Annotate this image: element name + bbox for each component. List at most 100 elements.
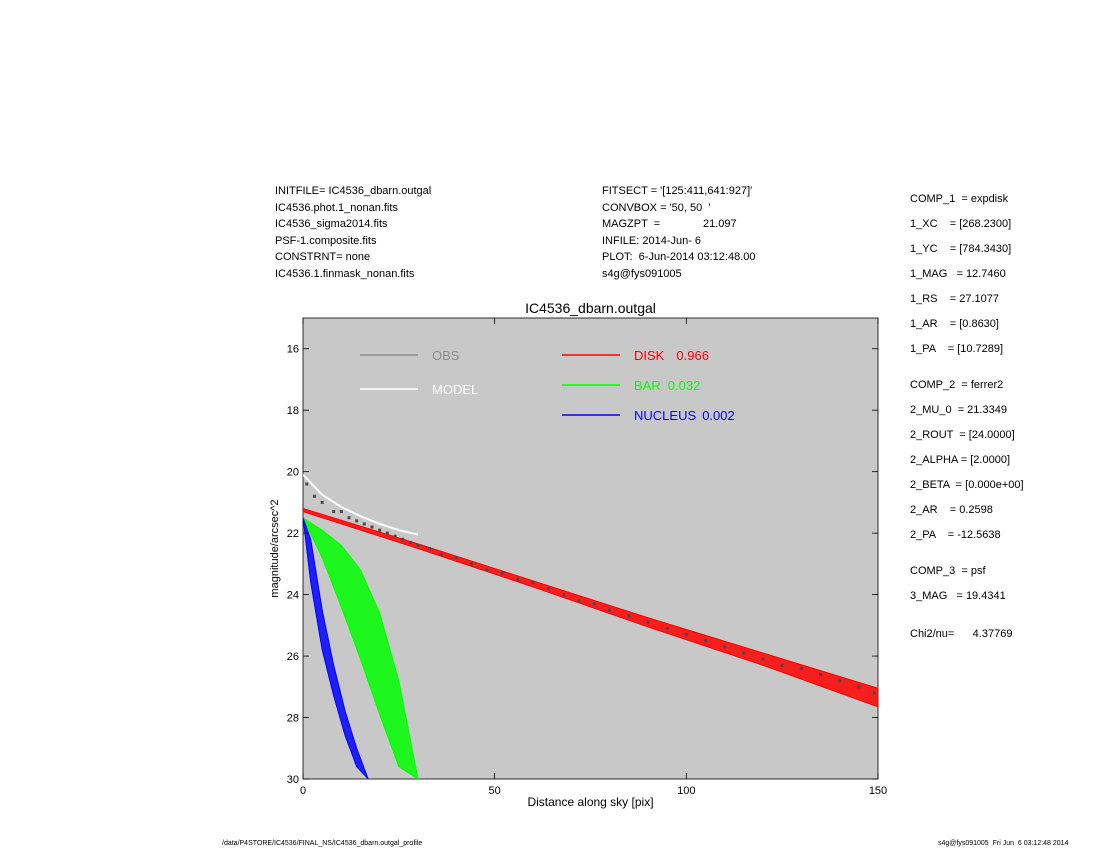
y-tick-label: 24 [287,590,299,602]
header-line: IC4536_sigma2014.fits [275,218,388,230]
obs-point [408,540,412,544]
legend-label-disk: DISK [634,348,665,363]
y-tick-label: 30 [287,774,299,786]
y-tick-label: 22 [287,528,299,540]
legend-label-model: MODEL [432,382,478,397]
y-tick-label: 28 [287,713,299,725]
param-line: 2_MU_0 = 21.3349 [910,404,1007,416]
obs-point [857,685,861,689]
obs-point [500,571,504,575]
x-tick-label: 50 [489,785,501,797]
header-line: s4g@fys091005 [602,267,682,280]
obs-point [742,651,746,655]
param-line: 2_PA = -12.5638 [910,529,1001,541]
header-mid-block: FITSECT = '[125:411,641:927]' CONVBOX = '… [602,183,756,282]
param-line: 2_ROUT = [24.0000] [910,429,1015,441]
header-line: INITFILE= IC4536_dbarn.outgal [275,185,432,197]
legend-value-nucleus: 0.002 [702,408,735,423]
obs-point [416,543,420,547]
series-bar-band [303,517,419,779]
obs-point [761,657,765,661]
obs-point [470,562,474,566]
obs-point [401,537,405,541]
y-tick-label: 26 [287,651,299,663]
header-line: IC4536.phot.1_nonan.fits [275,201,398,214]
param-line: 2_ALPHA = [2.0000] [910,454,1010,466]
obs-point [704,639,707,643]
obs-point [646,620,650,624]
obs-point [516,577,520,581]
y-tick-label: 16 [287,344,299,356]
legend-value-bar: 0.032 [668,378,701,393]
header-line: PLOT: 6-Jun-2014 03:12:48.00 [602,251,756,263]
obs-point [665,626,669,630]
legend-value-disk: 0.966 [676,348,709,363]
param-line: 2_BETA = [0.000e+00] [910,479,1024,491]
obs-point [592,602,596,606]
header-line: CONSTRNT= none [275,251,371,263]
y-tick-label: 18 [287,405,299,417]
header-line: FITSECT = '[125:411,641:927]' [602,185,753,197]
param-line: COMP_1 = expdisk [910,193,1009,205]
param-line: 1_PA = [10.7289] [910,343,1004,355]
obs-point [428,547,431,550]
obs-point [305,482,309,486]
obs-point [355,519,359,523]
header-line: MAGZPT = 21.097 [602,218,737,230]
obs-point [485,568,489,572]
param-line: 1_MAG = 12.7460 [910,268,1006,280]
obs-point [780,663,784,667]
obs-point [546,587,550,590]
chart-title: IC4536_dbarn.outgal [525,300,656,316]
obs-point [385,531,389,535]
obs-point [370,525,374,529]
obs-point [627,614,631,618]
footer-path: /data/P4STORE/IC4536/FINAL_NS/IC4536_dba… [222,840,423,847]
header-line: PSF-1.composite.fits [275,234,377,247]
legend-label-bar: BAR [634,378,661,393]
obs-point [608,608,612,612]
header-line: IC4536.1.finmask_nonan.fits [275,267,415,280]
obs-point [531,580,535,584]
param-line: Chi2/nu= 4.37769 [910,628,1013,640]
obs-point [684,633,688,637]
obs-point [339,510,343,514]
header-line: CONVBOX = '50, 50 ' [602,201,711,214]
param-line: 3_MAG = 19.4341 [910,590,1006,602]
y-tick-label: 20 [287,467,299,479]
y-axis-label: magnitude/arcsec^2 [269,499,281,597]
obs-point [378,528,382,532]
obs-point [313,494,316,498]
obs-point [362,522,366,526]
obs-point [562,593,566,597]
obs-point [347,516,351,520]
legend-label-obs: OBS [432,348,460,363]
param-line: 1_RS = 27.1077 [910,293,999,305]
obs-point [872,691,876,695]
x-tick-label: 150 [869,785,887,797]
obs-point [577,599,581,603]
param-line: 1_AR = [0.8630] [910,318,999,330]
header-left-block: INITFILE= IC4536_dbarn.outgal IC4536.phot… [275,183,431,282]
footer-stamp: s4g@fys091005 Fri Jun 6 03:12:48 2014 [938,840,1069,847]
obs-point [819,673,822,676]
obs-point [332,510,336,514]
param-line: COMP_2 = ferrer2 [910,379,1004,391]
obs-point [439,553,443,557]
obs-point [799,666,803,670]
series-model-line [303,474,419,536]
header-line: INFILE: 2014-Jun- 6 [602,234,702,247]
param-line: 1_YC = [784.3430] [910,243,1012,255]
obs-point [723,645,727,649]
legend-label-nucleus: NUCLEUS [634,408,696,423]
obs-point [454,556,458,560]
obs-point [838,679,842,683]
obs-point [320,500,324,504]
param-line: 1_XC = [268.2300] [910,218,1012,230]
param-line: 2_AR = 0.2598 [910,504,993,516]
x-axis-label: Distance along sky [pix] [527,795,653,809]
series-nucleus-band [303,517,369,779]
x-tick-label: 100 [677,785,695,797]
param-line: COMP_3 = psf [910,565,986,577]
